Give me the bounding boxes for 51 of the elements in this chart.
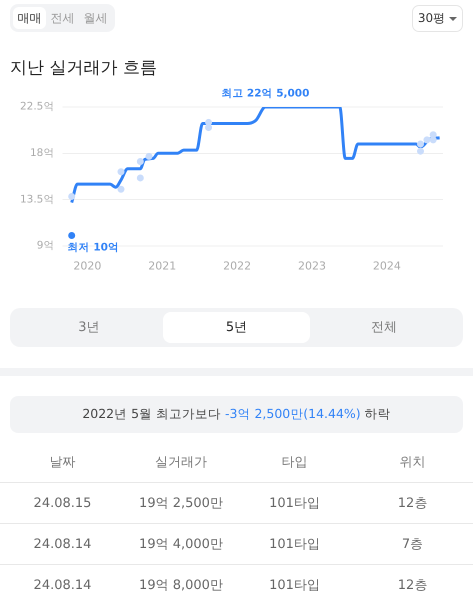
text: 101타입 [268, 495, 321, 512]
chart-title: 지난 실거래가 흐름 [10, 57, 157, 79]
text: 7층 [400, 536, 424, 553]
y-tick-label: 13.5억 [20, 193, 54, 206]
text: -3억 2,500만(14.44%) [225, 406, 361, 423]
text: 하락 [364, 406, 391, 423]
text: 19억 4,000만 [138, 536, 224, 553]
annotation: 최고 22억 5,000 [221, 87, 310, 100]
text: 전세 [50, 10, 76, 27]
x-tick-label: 2020 [73, 259, 102, 272]
x-tick-label: 2024 [372, 259, 401, 272]
text: 날짜 [48, 454, 76, 471]
text: 19억 2,500만 [138, 495, 224, 512]
text: 전체 [370, 319, 398, 337]
y-tick-label: 9억 [36, 240, 54, 252]
point [205, 124, 212, 132]
point [68, 192, 76, 200]
x-tick-label: 2023 [298, 259, 326, 272]
text: 매매 [13, 7, 46, 29]
text: 19억 8,000만 [138, 577, 224, 594]
point [417, 140, 424, 148]
text: 101타입 [268, 577, 321, 594]
text: 12층 [396, 495, 428, 512]
x-tick-label: 2021 [148, 259, 176, 272]
point [423, 136, 430, 144]
text: 24.08.15 [32, 496, 92, 510]
text: 타입 [280, 454, 308, 471]
point [68, 232, 76, 240]
text: 101타입 [268, 536, 321, 553]
line-series [70, 107, 442, 204]
point [136, 158, 144, 165]
text: 실거래가 [154, 454, 208, 471]
point [136, 174, 144, 182]
point [117, 186, 124, 193]
text: 위치 [398, 454, 426, 471]
text: 30평 [418, 10, 446, 27]
text: 3년 [77, 319, 100, 337]
y-tick-label: 18억 [30, 147, 54, 159]
text: 24.08.14 [32, 578, 92, 592]
annotation: 최저 10억 [68, 242, 119, 254]
text: 5년 [162, 312, 310, 343]
point [417, 148, 424, 155]
x-tick-label: 2022 [223, 259, 252, 272]
point [117, 168, 124, 176]
text: 24.08.14 [32, 536, 92, 552]
text: 월세 [82, 10, 108, 27]
text: 12층 [396, 577, 428, 594]
point [430, 136, 437, 144]
text: 2022년 5월 최고가보다 [82, 406, 222, 423]
y-tick-label: 22.5억 [20, 100, 54, 113]
point [146, 152, 153, 160]
